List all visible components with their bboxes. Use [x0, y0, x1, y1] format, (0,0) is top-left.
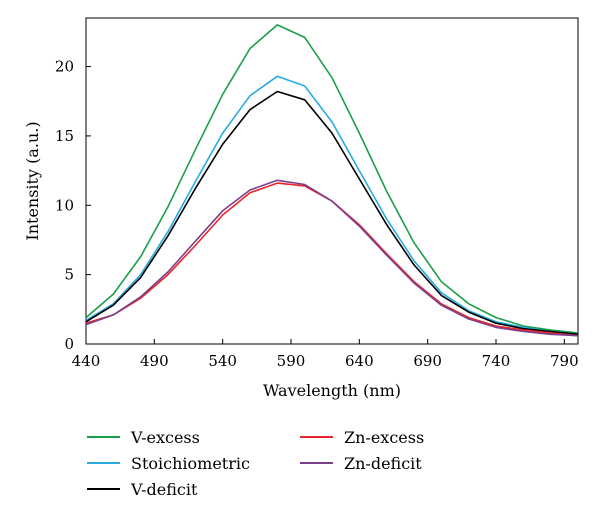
y-axis-ticks: 0 5 10 15 20	[55, 58, 91, 353]
series-line-zn-excess	[85, 182, 579, 337]
x-tick-label: 490	[140, 352, 169, 370]
x-axis-label: Wavelength (nm)	[263, 381, 401, 400]
x-tick-label: 790	[550, 352, 579, 370]
x-tick-label: 740	[482, 352, 511, 370]
y-tick-label: 5	[64, 266, 74, 284]
legend: V-excess Stoichiometric V-deficit Zn-excess…	[87, 428, 424, 499]
y-tick-label: 15	[55, 127, 74, 145]
series-line-zn-deficit	[85, 179, 579, 337]
legend-label: V-deficit	[130, 480, 198, 499]
legend-label: Zn-deficit	[344, 454, 422, 473]
x-tick-label: 540	[208, 352, 237, 370]
legend-label: Zn-excess	[344, 428, 424, 447]
series-line-stoichiometric	[85, 75, 579, 336]
x-tick-label: 440	[72, 352, 101, 370]
y-tick-label: 0	[64, 335, 74, 353]
x-tick-label: 640	[345, 352, 374, 370]
y-tick-label: 20	[55, 58, 74, 76]
y-axis-label: Intensity (a.u.)	[23, 121, 42, 240]
x-tick-label: 690	[413, 352, 442, 370]
legend-label: V-excess	[130, 428, 200, 447]
series-line-v-excess	[85, 24, 579, 334]
plot-area: 440 490 540 590 640 690 740 790 0 5 10 15 20	[55, 17, 579, 370]
x-tick-label: 590	[277, 352, 306, 370]
y-tick-label: 10	[55, 196, 74, 214]
x-axis-ticks: 440 490 540 590 640 690 740 790	[72, 339, 579, 370]
plot-frame	[85, 17, 579, 345]
series-layer	[85, 24, 579, 337]
series-line-v-deficit	[85, 90, 579, 336]
legend-label: Stoichiometric	[131, 454, 250, 473]
